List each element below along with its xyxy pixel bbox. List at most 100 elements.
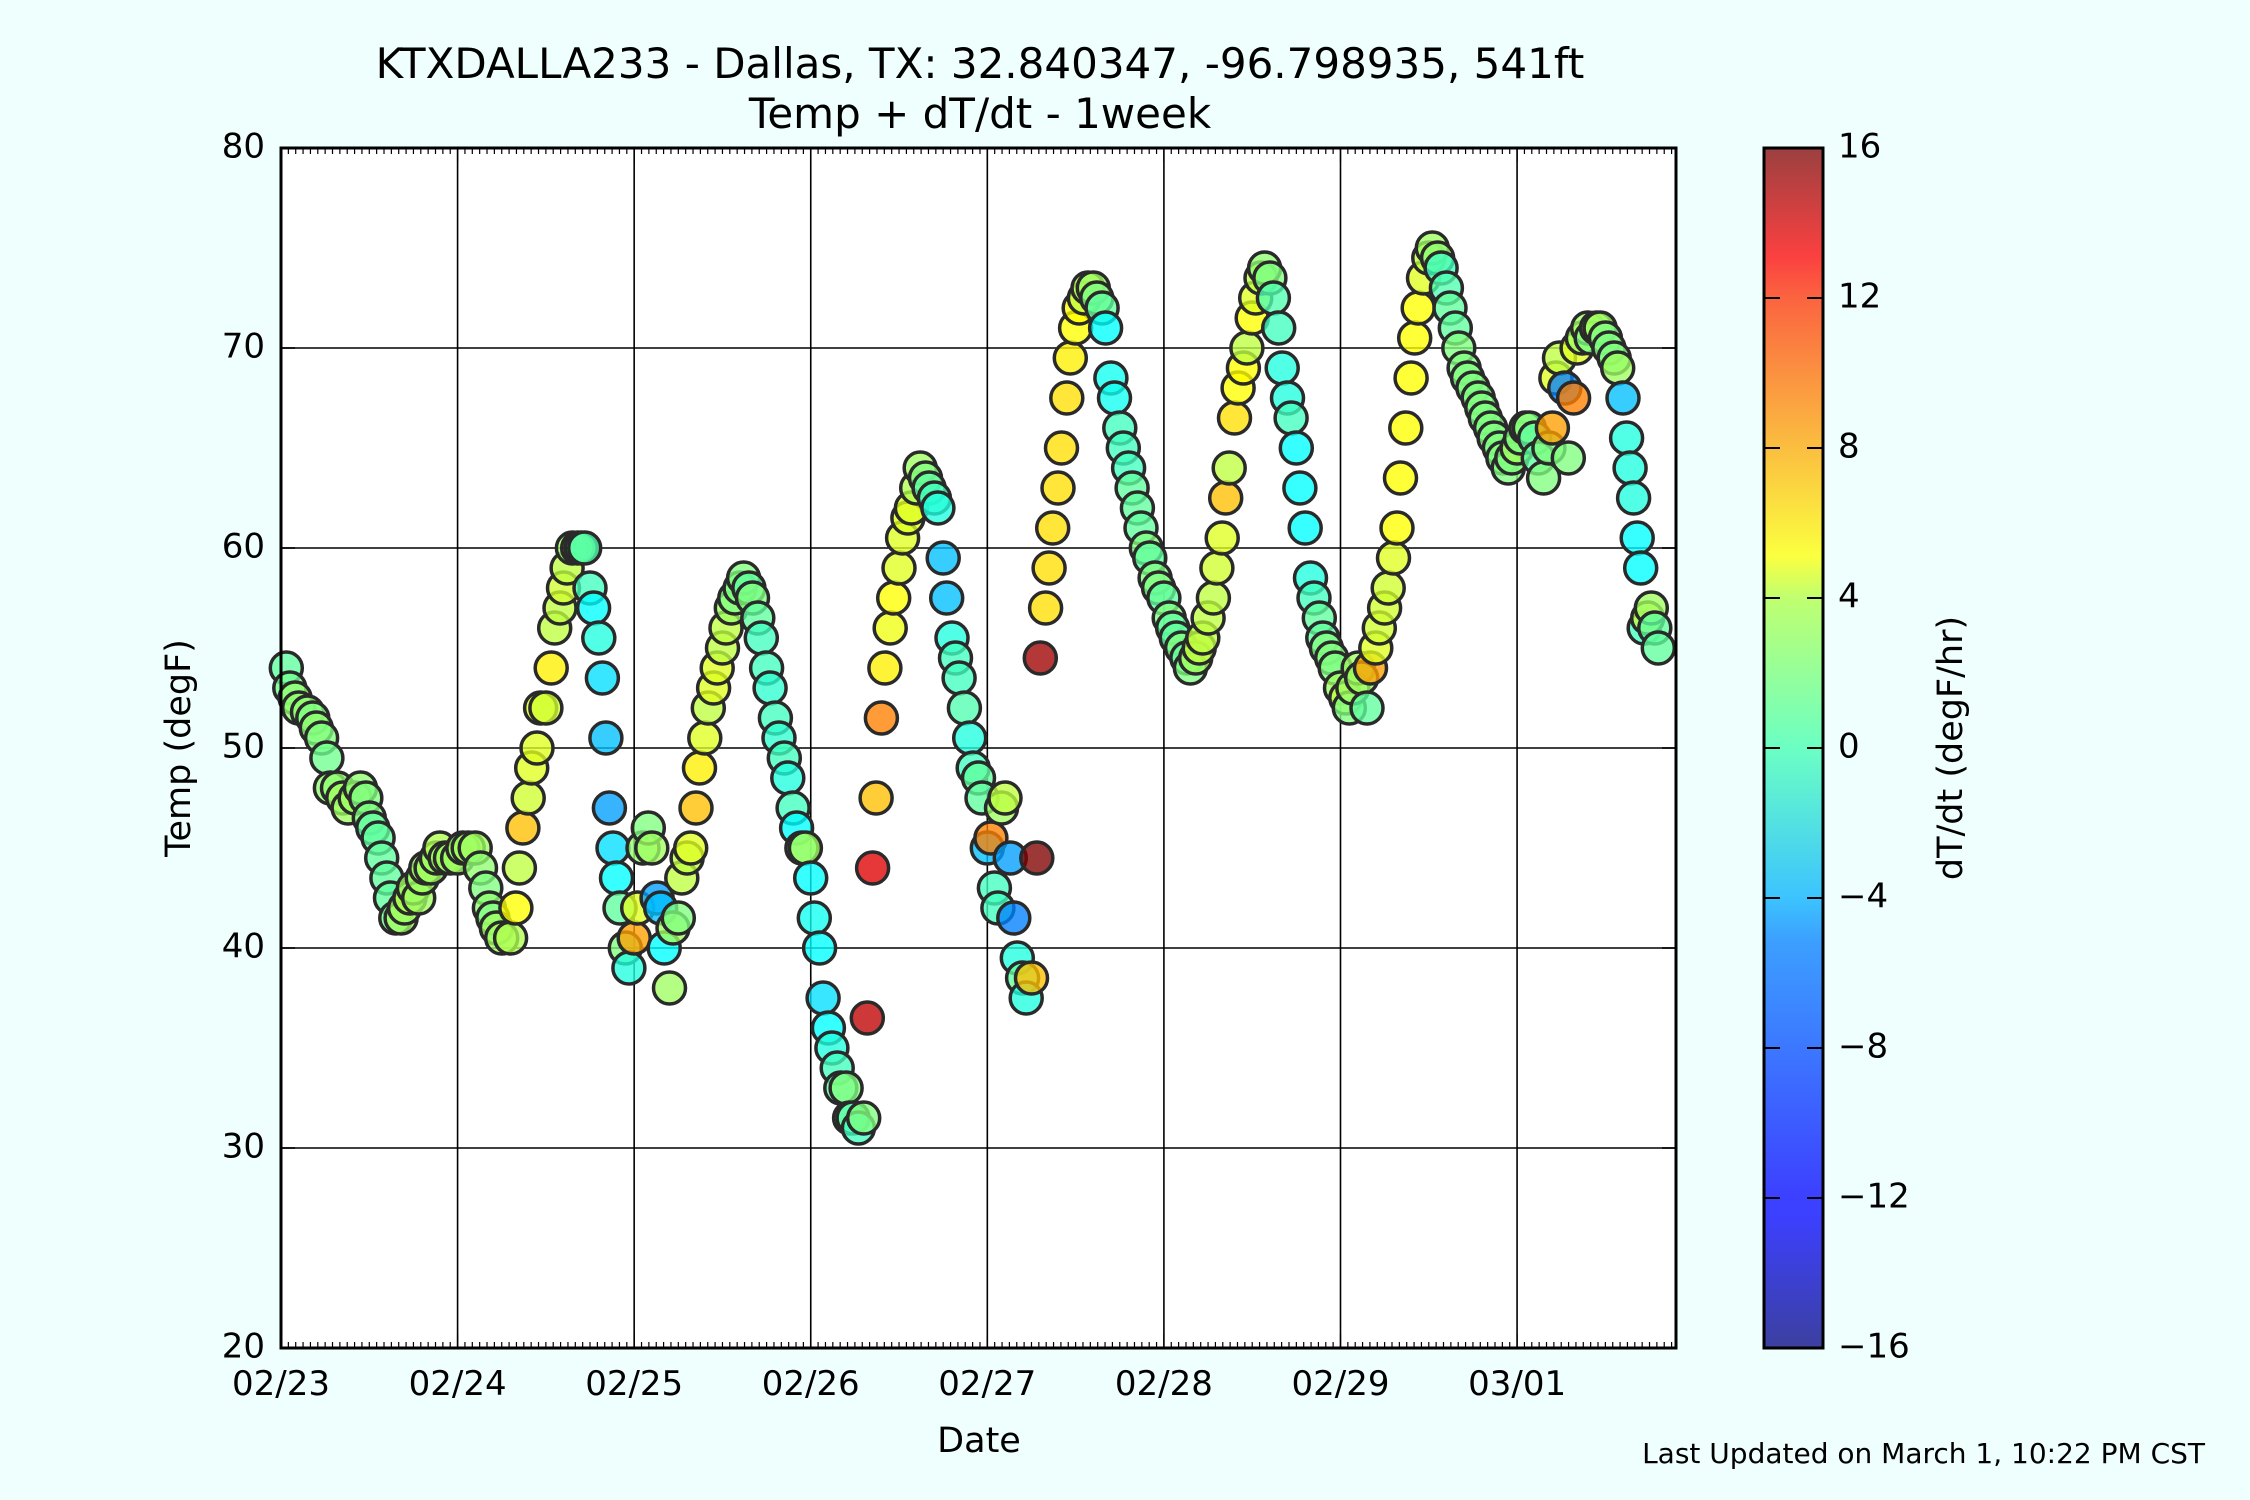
data-point	[1087, 310, 1124, 346]
data-point	[787, 830, 824, 866]
y-tick-label: 70	[222, 327, 265, 367]
y-tick-label: 20	[222, 1327, 265, 1367]
data-point	[660, 900, 697, 936]
data-point	[591, 790, 628, 826]
y-axis-label: Temp (degF)	[159, 639, 199, 858]
data-point	[678, 790, 714, 826]
data-point	[743, 620, 780, 656]
data-point	[1027, 590, 1064, 626]
data-point	[584, 660, 621, 696]
y-tick-label: 80	[222, 127, 265, 167]
data-point	[792, 860, 829, 896]
y-tick-label: 40	[222, 927, 265, 967]
data-point	[858, 780, 894, 816]
data-point	[1096, 380, 1133, 416]
data-point	[925, 540, 961, 576]
colorbar-label: dT/dt (degF/hr)	[1931, 616, 1971, 880]
data-point	[872, 610, 908, 646]
colorbar-tick-label: 8	[1838, 427, 1860, 467]
data-point	[528, 690, 564, 726]
colorbar-tick-label: −8	[1838, 1027, 1888, 1067]
data-point	[1349, 690, 1385, 726]
plot-frame	[279, 146, 1678, 1350]
data-point	[863, 700, 900, 736]
x-tick-label: 02/29	[1292, 1364, 1390, 1404]
colorbar-tick-label: 16	[1838, 127, 1881, 167]
data-point	[1278, 430, 1315, 466]
data-point	[611, 950, 647, 986]
data-point	[805, 980, 841, 1016]
data-points	[268, 230, 1677, 1146]
data-point	[1555, 380, 1592, 416]
x-tick-label: 02/23	[232, 1364, 330, 1404]
x-tick-label: 02/25	[585, 1364, 683, 1404]
data-point	[801, 930, 838, 966]
data-point	[928, 580, 965, 616]
data-point	[616, 920, 652, 956]
data-point	[1204, 520, 1240, 556]
y-tick-label: 50	[222, 727, 265, 767]
data-point	[941, 660, 977, 696]
data-point	[946, 690, 983, 726]
x-tick-label: 02/28	[1115, 1364, 1213, 1404]
data-point	[492, 920, 529, 956]
data-point	[951, 720, 988, 756]
data-point	[595, 830, 631, 866]
data-point	[1388, 410, 1424, 446]
data-point	[687, 720, 723, 756]
data-point	[1640, 630, 1677, 666]
data-point	[581, 620, 617, 656]
data-point	[881, 550, 917, 586]
data-point	[1019, 840, 1055, 876]
data-point	[752, 670, 788, 706]
data-point	[996, 900, 1032, 936]
data-point	[875, 580, 912, 616]
colorbar-tick-label: −16	[1838, 1327, 1910, 1367]
data-point	[1052, 340, 1089, 376]
data-point	[849, 1000, 886, 1036]
data-point	[634, 830, 670, 866]
data-point	[533, 650, 569, 686]
data-point	[505, 810, 541, 846]
chart-title: KTXDALLA233 - Dallas, TX: 32.840347, -96…	[376, 39, 1585, 88]
data-point	[598, 860, 635, 896]
data-point	[1396, 320, 1433, 356]
data-point	[309, 740, 345, 776]
data-point	[1599, 350, 1636, 386]
colorbar: 16 12 8 4 0 −4 −8 −12 −16 dT/dt (degF/hr…	[1762, 127, 1971, 1367]
title-group: KTXDALLA233 - Dallas, TX: 32.840347, -96…	[376, 39, 1585, 138]
colorbar-ticks	[1764, 147, 1823, 1349]
data-point	[566, 530, 603, 566]
data-point	[1379, 510, 1415, 546]
data-point	[845, 1100, 882, 1136]
data-point	[519, 730, 555, 766]
data-point	[1229, 330, 1265, 366]
colorbar-tick-label: 0	[1838, 727, 1860, 767]
data-point	[1370, 570, 1406, 606]
x-tick-label: 02/26	[762, 1364, 860, 1404]
y-tick-label: 30	[222, 1127, 265, 1167]
colorbar-tick-label: 4	[1838, 577, 1860, 617]
x-axis-ticks: 02/23 02/24 02/25 02/26 02/27 02/28 02/2…	[232, 1364, 1566, 1404]
y-tick-label: 60	[222, 527, 265, 567]
data-point	[498, 890, 534, 926]
x-tick-label: 02/27	[938, 1364, 1036, 1404]
colorbar-tick-label: 12	[1838, 277, 1881, 317]
data-point	[1049, 380, 1085, 416]
data-point	[1260, 310, 1297, 346]
data-point	[501, 850, 538, 886]
data-point	[1273, 400, 1309, 436]
data-point	[1199, 550, 1235, 586]
data-point	[1622, 550, 1659, 586]
data-point	[588, 720, 624, 756]
x-axis-label: Date	[937, 1421, 1021, 1461]
data-point	[796, 900, 833, 936]
data-point	[1287, 510, 1323, 546]
data-point	[1375, 540, 1412, 576]
data-point	[1282, 470, 1318, 506]
data-point	[1605, 380, 1641, 416]
y-axis-ticks: 20 30 40 50 60 70 80	[222, 127, 265, 1367]
data-point	[1211, 450, 1247, 486]
last-updated-text: Last Updated on March 1, 10:22 PM CST	[1642, 1437, 2206, 1470]
